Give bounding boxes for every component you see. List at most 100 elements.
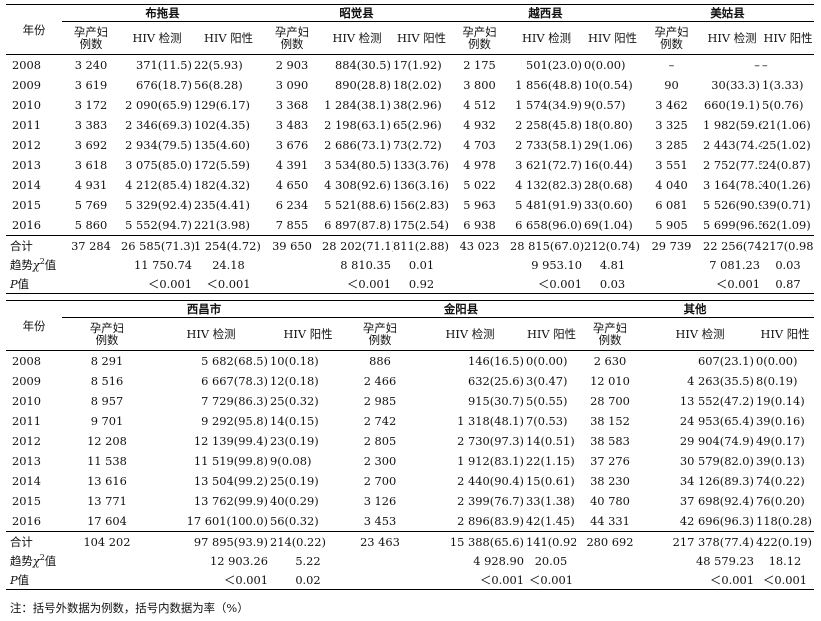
- trend-hiv-pos-cell: 0.01: [408, 257, 435, 272]
- hiv-pos-cell: 175(2.54): [393, 218, 449, 232]
- pregnant-count-cell: 4 391: [275, 158, 309, 172]
- hiv-test-cell: 2 686(73.1): [324, 138, 391, 152]
- pregnant-count-cell: 38 230: [590, 474, 630, 488]
- hiv-pos-cell: 22(5.93): [194, 58, 243, 72]
- hiv-test-cell: 1 574(34.9): [515, 98, 582, 112]
- trend-chi-row: 趋势χ2值 12 903.26 5.22 4 928.90 20.05 48 579.23…: [6, 551, 814, 570]
- hiv-test-cell: 5 521(88.6): [324, 198, 391, 212]
- hiv-pos-cell: 9(0.08): [270, 454, 312, 468]
- pregnant-header: 孕产妇 例数: [263, 21, 321, 55]
- pregnant-count-cell: 2 700: [363, 474, 397, 488]
- empty-cell: [62, 255, 120, 274]
- empty-cell: [576, 570, 644, 590]
- hiv-pos-header: HIV 阳性: [584, 21, 641, 55]
- county-header: 西昌市: [62, 300, 346, 318]
- total-hiv-pos-cell: 214(0.22): [270, 531, 346, 551]
- hiv-test-cell: 9 292(95.8): [201, 414, 268, 428]
- hiv-pos-cell: 29(1.06): [584, 138, 633, 152]
- hiv-pos-cell: 33(0.60): [584, 198, 633, 212]
- year-cell: 2013: [12, 158, 41, 172]
- p-hiv-test-cell: ＜0.001: [321, 274, 393, 294]
- hiv-pos-header: HIV 阳性: [393, 21, 450, 55]
- hiv-test-cell: 6 667(78.3): [201, 374, 268, 388]
- hiv-test-cell: 2 443(74.4): [703, 138, 762, 152]
- p-hiv-pos-cell: 0.03: [584, 274, 641, 294]
- total-pregnant-cell: 23 463: [346, 531, 414, 551]
- pregnant-count-cell: 37 276: [590, 454, 630, 468]
- hiv-test-cell: 7 729(86.3): [201, 394, 268, 408]
- hiv-test-cell: 884(30.5): [335, 58, 391, 72]
- empty-cell: [62, 551, 152, 570]
- pregnant-count-cell: 3 618: [74, 158, 108, 172]
- hiv-test-cell: 676(18.7): [136, 78, 192, 92]
- hiv-pos-cell: 0(0.00): [756, 354, 798, 368]
- year-header: 年份: [6, 300, 62, 351]
- table-row: 2008 3 240 371(11.5) 22(5.93) 2 903 884(30.5)…: [6, 55, 814, 76]
- hiv-test-cell: 146(16.5): [468, 354, 524, 368]
- pregnant-count-cell: 3 483: [275, 118, 309, 132]
- hiv-pos-cell: 28(0.68): [584, 178, 633, 192]
- pregnant-count-cell: 3 325: [655, 118, 688, 132]
- hiv-pos-cell: 40(1.26): [762, 178, 811, 192]
- hiv-pos-cell: –: [762, 58, 768, 72]
- group-header-row: 年份 西昌市 金阳县 其他: [6, 300, 814, 351]
- hiv-pos-cell: 102(4.35): [194, 118, 250, 132]
- year-cell: 2012: [12, 434, 41, 448]
- trend-hiv-pos-cell: 18.12: [768, 553, 802, 568]
- hiv-test-cell: 12 139(99.4): [193, 434, 268, 448]
- p-value-row: P值 ＜0.001 0.02 ＜0.001 ＜0.001 ＜0.001 ＜0.001: [6, 570, 814, 590]
- hiv-pos-cell: 76(0.20): [756, 494, 805, 508]
- hiv-test-cell: 2 090(65.9): [125, 98, 192, 112]
- p-hiv-test-cell: ＜0.001: [644, 570, 756, 590]
- p-hiv-pos-cell: 0.87: [762, 274, 814, 294]
- hiv-test-header: HIV 检测: [414, 317, 526, 351]
- hiv-pos-cell: 221(3.98): [194, 218, 250, 232]
- hiv-test-cell: 5 481(91.9): [515, 198, 582, 212]
- year-cell: 2010: [12, 98, 41, 112]
- hiv-pos-cell: 69(1.04): [584, 218, 633, 232]
- hiv-pos-cell: 39(0.13): [756, 454, 805, 468]
- hiv-pos-cell: 40(0.29): [270, 494, 319, 508]
- hiv-pos-cell: 9(0.57): [584, 98, 626, 112]
- table-bottom: 年份 西昌市 金阳县 其他 孕产妇 例数 HIV 检测 HIV 阳性 孕产妇 例数 …: [6, 300, 814, 590]
- hiv-pos-cell: 39(0.16): [756, 414, 805, 428]
- hiv-pos-cell: 15(0.61): [526, 474, 575, 488]
- trend-hiv-test-cell: 11 750.74: [134, 257, 192, 272]
- pregnant-count-cell: 2 742: [363, 414, 397, 428]
- p-hiv-pos-cell: ＜0.001: [194, 274, 263, 294]
- hiv-pos-header: HIV 阳性: [270, 317, 346, 351]
- footnote: 注：括号外数据为例数，括号内数据为率（%）: [10, 601, 249, 615]
- hiv-test-cell: 2 399(76.7): [457, 494, 524, 508]
- hiv-pos-cell: 118(0.28): [756, 514, 812, 528]
- hiv-pos-cell: 0(0.00): [526, 354, 568, 368]
- hiv-pos-cell: 12(0.18): [270, 374, 319, 388]
- hiv-pos-cell: 10(0.18): [270, 354, 319, 368]
- p-hiv-test-cell: ＜0.001: [152, 570, 270, 590]
- total-pregnant-cell: 29 739: [641, 235, 702, 255]
- pregnant-count-cell: 38 152: [590, 414, 630, 428]
- hiv-pos-cell: 1(3.33): [762, 78, 804, 92]
- pregnant-count-cell: 2 300: [363, 454, 397, 468]
- trend-hiv-pos-cell: 24.18: [212, 257, 245, 272]
- hiv-test-cell: 5 682(68.5): [201, 354, 268, 368]
- pregnant-count-cell: 3 453: [363, 514, 397, 528]
- total-hiv-test-cell: 15 388(65.6): [414, 531, 526, 551]
- pregnant-count-cell: 5 860: [74, 218, 108, 232]
- pregnant-count-cell: 90: [664, 78, 679, 92]
- table-row: 2015 5 769 5 329(92.4) 235(4.41) 6 234 5 521(…: [6, 195, 814, 215]
- trend-chi-label: 趋势χ2值: [10, 552, 57, 568]
- hiv-pos-cell: 235(4.41): [194, 198, 250, 212]
- county-header: 越西县: [450, 4, 641, 22]
- hiv-test-cell: 2 258(45.8): [515, 118, 582, 132]
- p-hiv-pos-cell: ＜0.001: [756, 570, 814, 590]
- pregnant-count-cell: 2 903: [275, 58, 309, 72]
- total-hiv-pos-cell: 212(0.74): [584, 235, 641, 255]
- p-hiv-test-cell: ＜0.001: [509, 274, 584, 294]
- hiv-test-cell: 2 896(83.9): [457, 514, 524, 528]
- year-cell: 2009: [12, 374, 41, 388]
- hiv-test-header: HIV 检测: [321, 21, 393, 55]
- hiv-pos-cell: 39(0.71): [762, 198, 811, 212]
- pregnant-count-cell: 9 701: [90, 414, 124, 428]
- hiv-pos-cell: 74(0.22): [756, 474, 805, 488]
- trend-hiv-test-cell: 7 081.23: [709, 257, 760, 272]
